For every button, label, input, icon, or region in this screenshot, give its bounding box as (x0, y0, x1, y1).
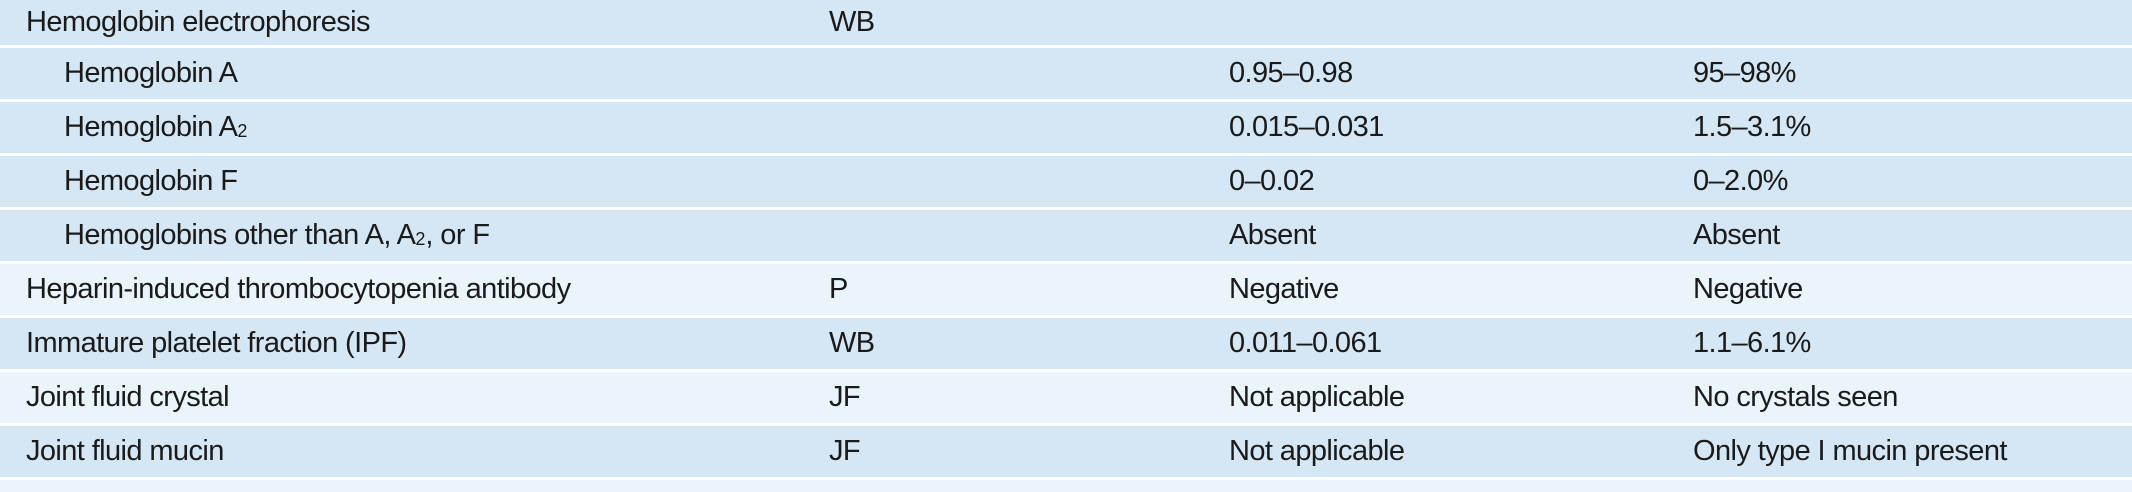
test-name: Heparin-induced thrombocytopenia antibod… (26, 273, 571, 305)
specimen: JF (829, 381, 861, 413)
table-row: Heparin-induced thrombocytopenia antibod… (0, 264, 2132, 318)
specimen: JF (829, 435, 861, 467)
table-row: Hemoglobin A 0.95–0.98 95–98% (0, 48, 2132, 102)
test-name: Hemoglobin electrophoresis (26, 6, 370, 38)
table-row: Hemoglobin F 0–0.02 0–2.0% (0, 156, 2132, 210)
conventional-range: 0–2.0% (1693, 165, 1788, 197)
test-name: Joint fluid crystal (26, 381, 230, 413)
conventional-range: 95–98% (1693, 57, 1796, 89)
conventional-range: Absent (1693, 219, 1780, 251)
specimen: WB (829, 327, 875, 359)
test-name-suffix: , or F (425, 219, 490, 251)
specimen: P (829, 273, 848, 305)
test-name: Hemoglobin A (64, 57, 238, 89)
test-name: Immature platelet fraction (IPF) (26, 327, 407, 359)
conventional-range: 1.1–6.1% (1693, 327, 1811, 359)
si-range: 0.015–0.031 (1229, 111, 1384, 143)
conventional-range: Only type I mucin present (1693, 435, 2007, 467)
test-name: Hemoglobin F (64, 165, 238, 197)
table-row: Hemoglobin electrophoresis WB (0, 0, 2132, 48)
specimen: WB (829, 6, 875, 38)
conventional-range: 1.5–3.1% (1693, 111, 1811, 143)
conventional-range: Negative (1693, 273, 1803, 305)
test-name-subscript: 2 (415, 229, 426, 249)
test-name-prefix: Hemoglobin A (64, 111, 238, 143)
table-row: Immature platelet fraction (IPF) WB 0.01… (0, 318, 2132, 372)
test-name-subscript: 2 (237, 121, 248, 141)
table-row: Joint fluid crystal JF Not applicable No… (0, 372, 2132, 426)
conventional-range: No crystals seen (1693, 381, 1898, 413)
si-range: Negative (1229, 273, 1339, 305)
si-range: 0.011–0.061 (1229, 327, 1382, 359)
test-name-prefix: Hemoglobins other than A, A (64, 219, 416, 251)
si-range: Not applicable (1229, 435, 1405, 467)
si-range: 0–0.02 (1229, 165, 1315, 197)
test-name: Joint fluid mucin (26, 435, 224, 467)
si-range: 0.95–0.98 (1229, 57, 1353, 89)
si-range: Absent (1229, 219, 1316, 251)
si-range: Not applicable (1229, 381, 1405, 413)
table-row: Joint fluid mucin JF Not applicable Only… (0, 426, 2132, 480)
